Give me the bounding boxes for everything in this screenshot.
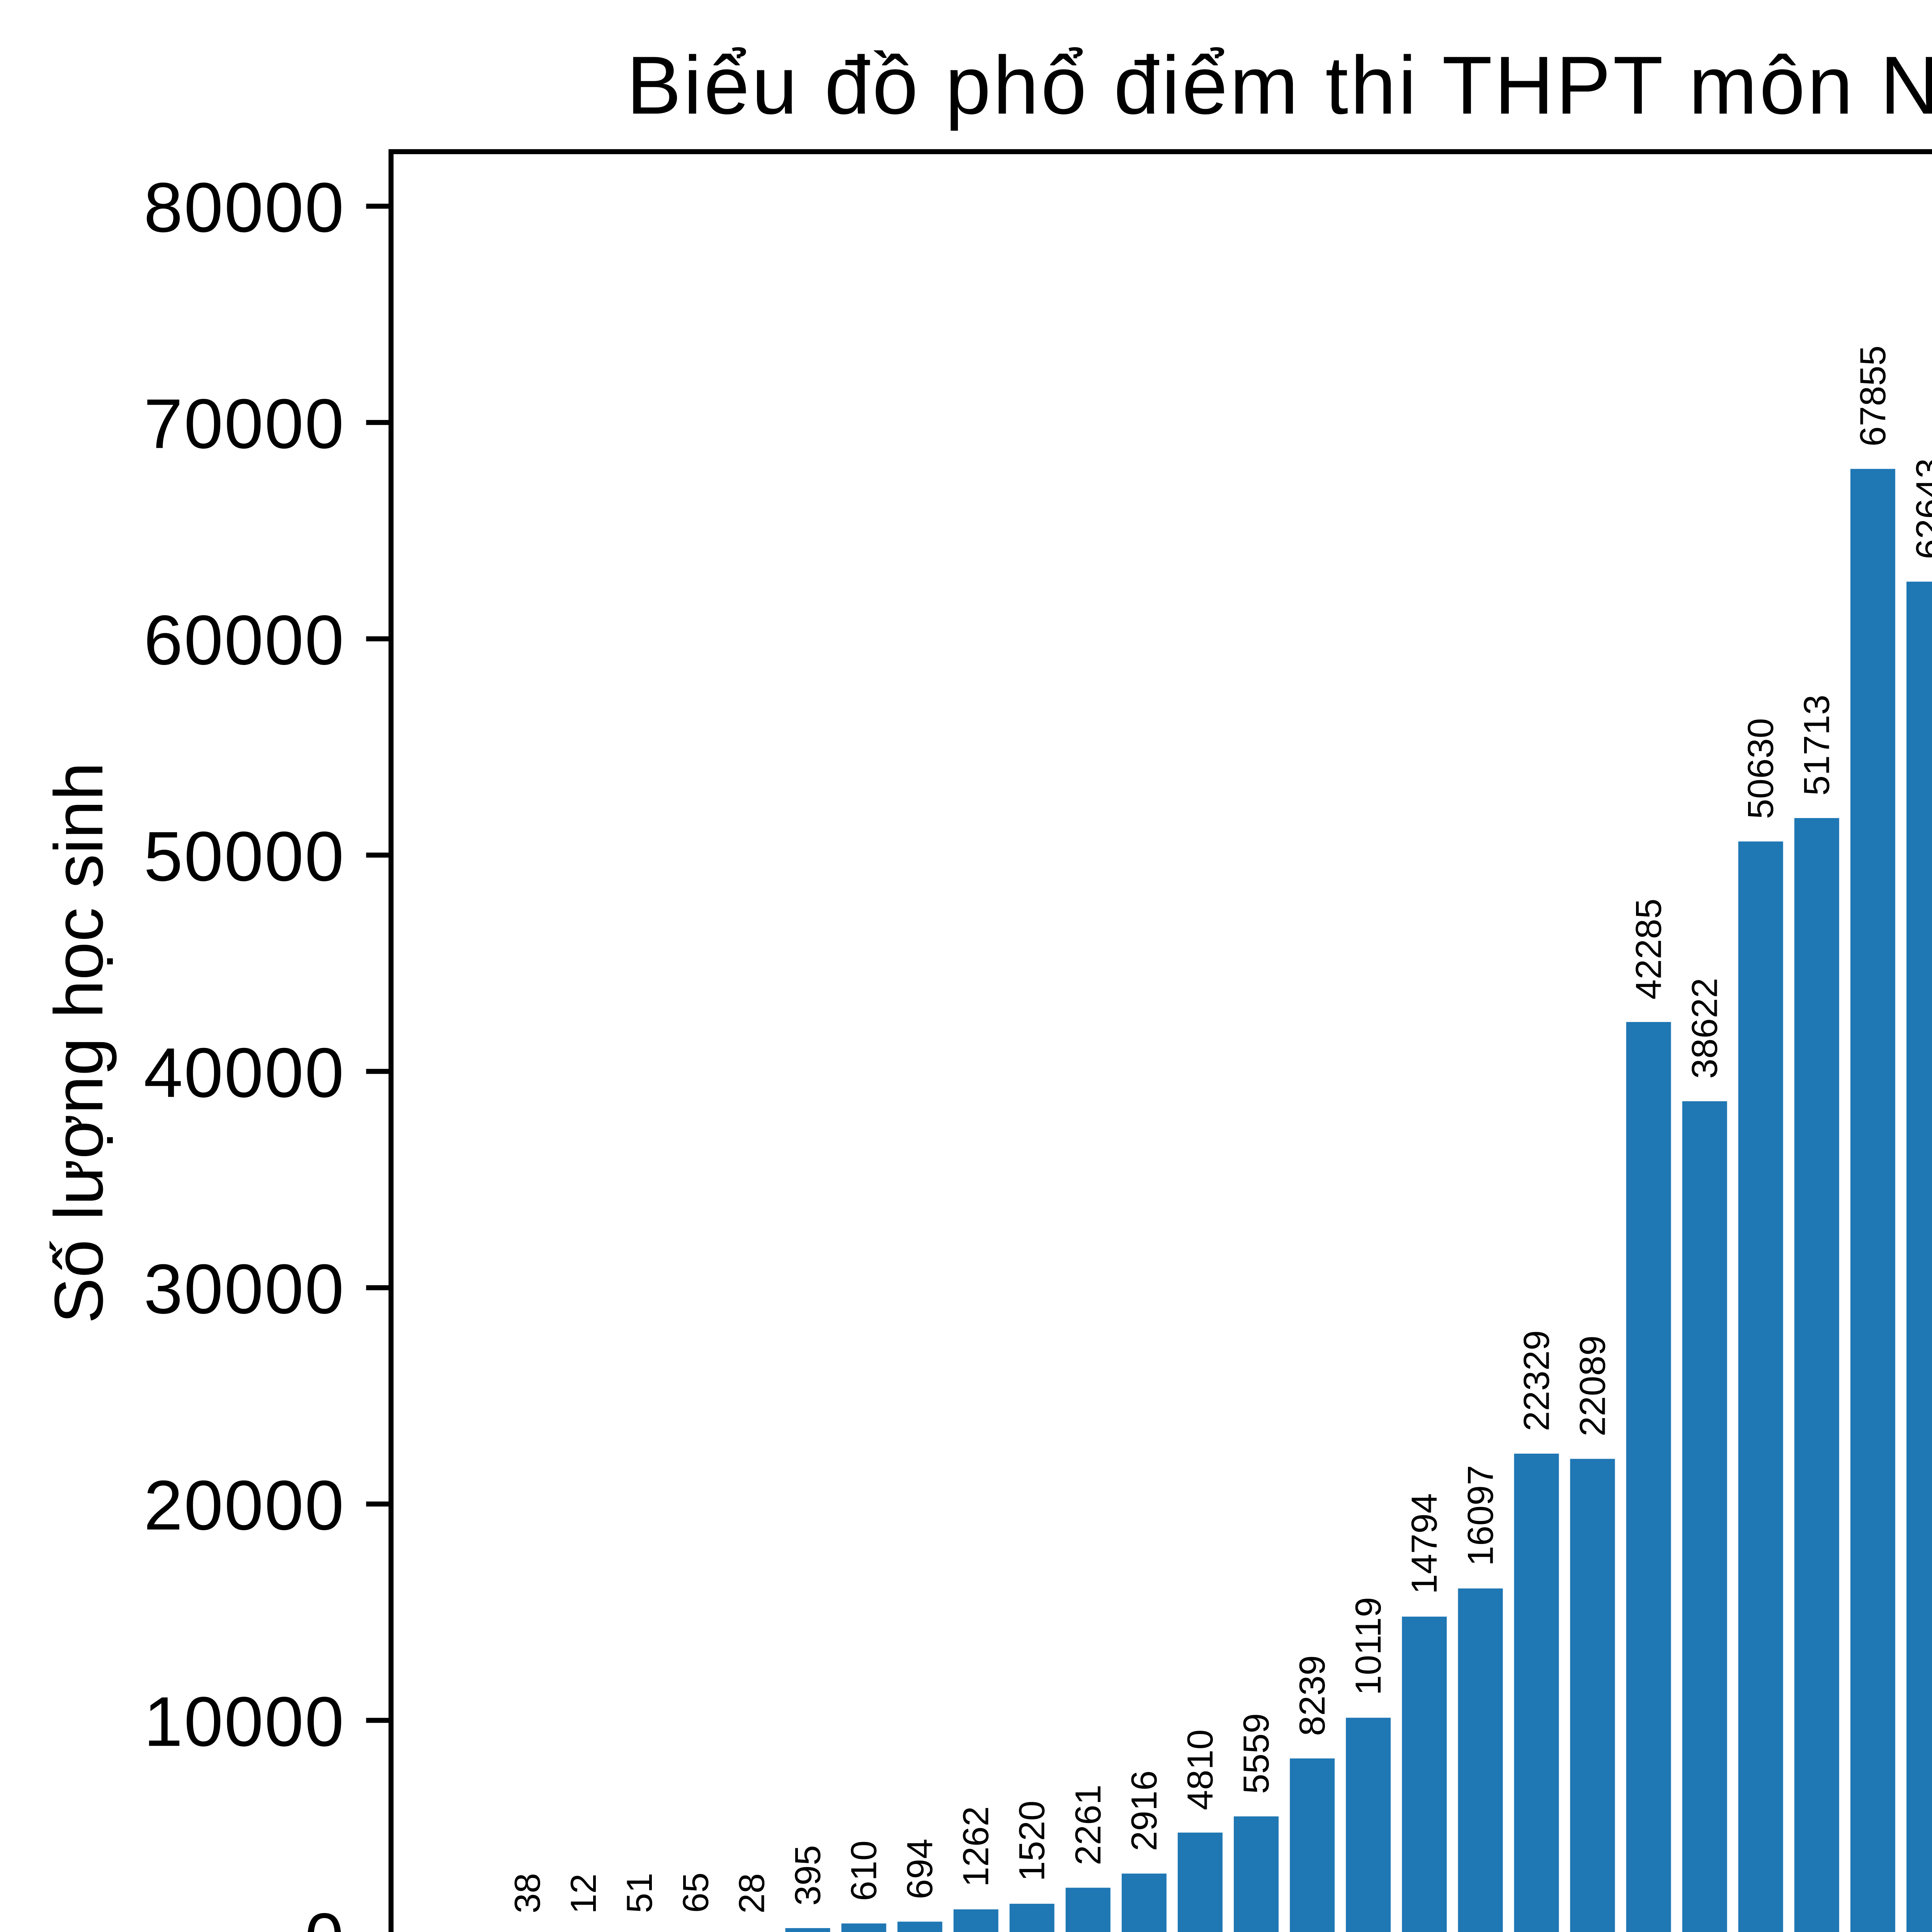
svg-text:50000: 50000 (144, 817, 345, 896)
svg-text:10119: 10119 (1348, 1597, 1388, 1695)
svg-text:38: 38 (507, 1873, 548, 1913)
svg-text:2261: 2261 (1068, 1784, 1108, 1865)
svg-text:51713: 51713 (1796, 695, 1837, 796)
svg-text:22329: 22329 (1516, 1330, 1556, 1431)
svg-text:5559: 5559 (1236, 1713, 1276, 1794)
svg-text:38622: 38622 (1684, 978, 1725, 1079)
svg-text:0: 0 (305, 1898, 345, 1932)
svg-text:12: 12 (563, 1874, 604, 1914)
svg-text:50630: 50630 (1740, 718, 1781, 819)
svg-text:40000: 40000 (144, 1033, 345, 1112)
svg-text:62643: 62643 (1908, 458, 1932, 559)
svg-text:694: 694 (900, 1838, 940, 1899)
svg-text:42285: 42285 (1628, 898, 1669, 999)
svg-text:1520: 1520 (1012, 1801, 1052, 1881)
svg-text:65: 65 (675, 1872, 716, 1913)
svg-text:22089: 22089 (1572, 1335, 1612, 1436)
svg-text:28: 28 (731, 1873, 772, 1914)
svg-text:610: 610 (844, 1840, 884, 1901)
svg-text:70000: 70000 (144, 384, 345, 463)
svg-text:2916: 2916 (1124, 1770, 1164, 1851)
svg-text:14794: 14794 (1404, 1493, 1444, 1594)
svg-text:Biểu đồ phổ điểm thi THPT môn: Biểu đồ phổ điểm thi THPT môn Ngữ văn - … (626, 39, 1932, 131)
svg-text:395: 395 (787, 1845, 828, 1906)
svg-text:4810: 4810 (1180, 1730, 1220, 1810)
svg-text:16097: 16097 (1460, 1465, 1500, 1566)
svg-text:60000: 60000 (144, 600, 345, 679)
svg-text:Số lượng học sinh: Số lượng học sinh (40, 762, 117, 1323)
svg-text:80000: 80000 (144, 168, 345, 247)
svg-text:8239: 8239 (1292, 1655, 1332, 1736)
svg-text:1262: 1262 (956, 1806, 996, 1887)
svg-text:10000: 10000 (144, 1682, 345, 1761)
svg-text:20000: 20000 (144, 1466, 345, 1544)
svg-text:67855: 67855 (1852, 345, 1893, 446)
svg-text:30000: 30000 (144, 1250, 345, 1328)
svg-text:51: 51 (619, 1873, 660, 1913)
